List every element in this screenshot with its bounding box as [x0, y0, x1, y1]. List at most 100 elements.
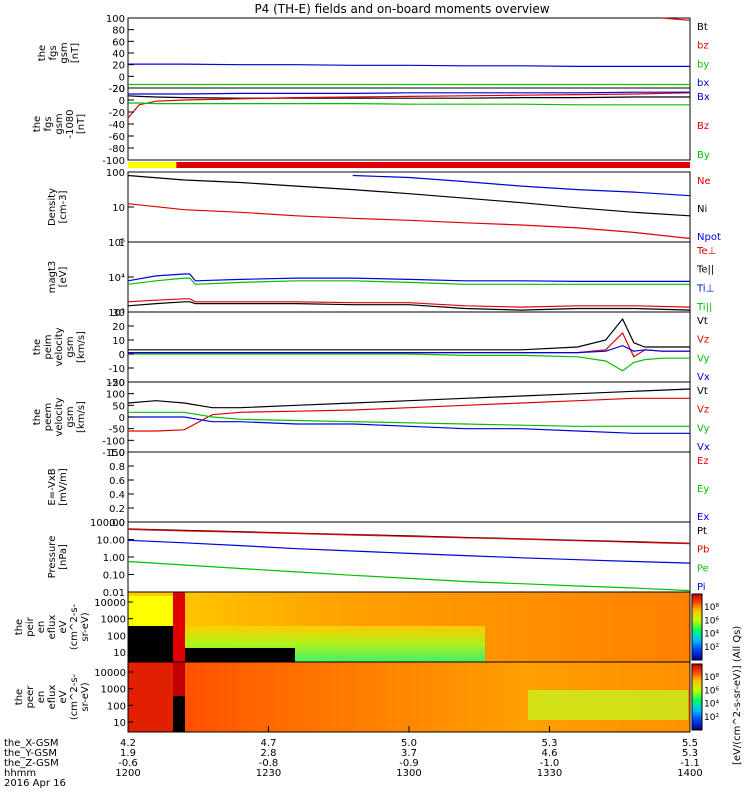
y-axis-label: thefgsgsm-1080[nT]: [32, 109, 87, 138]
y-axis-label-line: velocity: [54, 327, 65, 366]
series-line: [352, 174, 691, 197]
x-tick-label: 1300: [396, 768, 421, 779]
y-tick-label: 0: [119, 96, 125, 107]
y-axis-label-line: (cm^2-s-: [69, 673, 80, 720]
y-tick-label: 0.2: [109, 504, 125, 515]
x-tick-label: 3.7: [401, 748, 417, 759]
x-row-label: the_Y-GSM: [4, 748, 57, 759]
y-tick-label: 100: [107, 701, 126, 712]
y-axis-label-line: eV: [58, 690, 69, 703]
x-tick-label: -0.8: [259, 758, 279, 769]
panel-temperature: 10⁵ 10⁴ 10³ magt3[eV] Te⊥ Te|| Ti⊥ Ti||: [47, 238, 716, 319]
y-axis-label-line: sr-eV): [80, 612, 91, 641]
series-line: [128, 411, 690, 427]
y-axis-label: thepeimvelocitygsm[km/s]: [32, 327, 87, 366]
y-axis-label-line: [cm-3]: [58, 190, 69, 223]
y-tick-label: -10: [109, 364, 125, 375]
panels: 100806040200-20thefgsgsm[nT]Btbzbybx200-…: [14, 14, 721, 733]
y-tick-label: 30: [112, 308, 125, 319]
y-axis-label-line: en: [36, 691, 47, 704]
y-tick-label: 1: [119, 238, 125, 249]
legend-entry: Bt: [697, 22, 708, 33]
series-line: [128, 353, 690, 372]
x-row-label: the_Z-GSM: [4, 758, 59, 769]
y-tick-label: -60: [109, 132, 125, 143]
series-line: [127, 301, 691, 311]
legend-entry: Te⊥: [696, 246, 716, 257]
x-tick-label: -0.9: [399, 758, 419, 769]
y-tick-label: 100: [106, 390, 125, 401]
series-line: [661, 17, 691, 21]
spectrogram-gap: [173, 592, 185, 662]
panel-frame: [127, 521, 691, 593]
y-axis-label-line: peir: [25, 616, 36, 636]
panel-frame: [127, 381, 691, 453]
y-tick-label: 10.00: [96, 536, 125, 547]
date-label: 2016 Apr 16: [4, 778, 66, 789]
mode-bar-segment: [176, 162, 690, 168]
legend-entry: Bx: [697, 92, 710, 103]
spectrogram-late-green: [528, 690, 688, 720]
legend-entry: Pe: [697, 563, 709, 574]
spectrogram-low-dropout: [185, 648, 295, 662]
legend-entry: Vz: [697, 405, 709, 416]
x-tick-label: 5.5: [682, 738, 698, 749]
series-line: [128, 416, 690, 434]
y-tick-label: 0.4: [109, 490, 125, 501]
y-axis-label-line: the: [14, 689, 25, 705]
series-line: [127, 388, 691, 409]
y-axis-label-line: fgs: [43, 116, 54, 131]
x-tick-label: -1.0: [540, 758, 560, 769]
y-axis-label-line: the: [32, 409, 43, 425]
legend-entry: Vx: [697, 372, 710, 383]
y-axis-label-line: Density: [47, 188, 58, 226]
x-tick-label: 1400: [677, 768, 702, 779]
y-axis-label-line: gsm: [59, 42, 70, 63]
y-tick-label: 10: [113, 718, 126, 729]
colorbar-tick-label: 10⁶: [704, 686, 719, 696]
y-axis-label-line: E=-VxB: [47, 468, 58, 505]
y-axis-label-line: Pressure: [47, 536, 58, 579]
x-tick-label: -1.1: [680, 758, 700, 769]
panel-peir-eflux: 10000 1000 100 10 10⁸ 10⁶ 10⁴ 10² thepeireneflux…: [14, 591, 719, 663]
series-line: [127, 277, 690, 285]
y-axis-label-line: (cm^2-s-: [69, 603, 80, 650]
y-tick-label: 0.0: [109, 518, 125, 529]
y-tick-label: 100: [106, 14, 125, 25]
y-axis-label-line: velocity: [54, 397, 65, 436]
y-tick-label: 10⁴: [108, 273, 125, 284]
mode-bar-segment: [128, 162, 177, 168]
y-tick-label: -20: [109, 378, 125, 389]
y-axis-label: thefgsgsm[nT]: [37, 42, 81, 63]
y-axis-label-line: [nT]: [70, 43, 81, 63]
x-tick-label: 4.6: [542, 748, 558, 759]
y-axis-label: magt3[eV]: [47, 261, 69, 294]
y-tick-label: 10000: [94, 668, 126, 679]
y-axis-label-line: gsm: [65, 336, 76, 357]
series-line: [127, 528, 691, 545]
series-line: [128, 102, 690, 106]
y-tick-label: 20: [112, 84, 125, 95]
y-axis-label-line: eflux: [47, 615, 58, 640]
colorbar-tick-label: 10²: [704, 643, 719, 653]
colorbar-tick-label: 10⁴: [704, 700, 719, 710]
y-tick-label: 0.10: [103, 571, 125, 582]
y-tick-label: 100.00: [90, 518, 125, 529]
series-line: [127, 95, 690, 99]
y-tick-label: 10³: [108, 308, 125, 319]
y-tick-label: 10⁵: [108, 238, 125, 249]
x-tick-label: 1200: [115, 768, 140, 779]
panel-peim-velocity: 30 20 10 0 -10 -20 thepeimvelocitygsm[km/s] Vt V…: [32, 308, 710, 389]
y-tick-label: 80: [112, 26, 125, 37]
legend-entry: By: [697, 150, 710, 161]
colorbar-label: [eV/(cm^2-s-sr-eV)] (All Qs): [732, 626, 743, 765]
x-tick-label: 5.3: [682, 748, 698, 759]
y-axis-label: Pressure[nPa]: [47, 536, 69, 579]
y-axis-label-line: en: [36, 621, 47, 634]
y-tick-label: 0: [119, 350, 125, 361]
y-axis-label-line: [nPa]: [58, 544, 69, 570]
legend-entry: Pt: [697, 526, 707, 537]
y-tick-label: -150: [102, 448, 125, 459]
panel-frame: [127, 17, 691, 89]
